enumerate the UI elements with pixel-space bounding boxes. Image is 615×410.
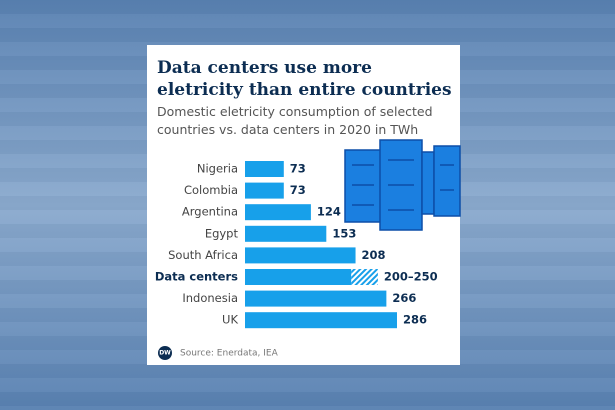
category-label: South Africa	[168, 248, 238, 262]
bar	[245, 225, 327, 242]
category-label: Nigeria	[197, 162, 238, 176]
value-label: 73	[290, 162, 306, 176]
chart-subtitle: Domestic eletricity consumption of selec…	[157, 104, 433, 137]
bar-range	[351, 269, 378, 285]
category-label: UK	[222, 313, 238, 327]
server-icon	[344, 139, 461, 231]
bar	[245, 269, 352, 285]
logo-badge	[158, 346, 172, 360]
source: Source: Enerdata, IEA	[180, 349, 279, 359]
value-label: 200–250	[384, 270, 438, 284]
value-label: 73	[290, 183, 306, 197]
bar	[245, 312, 397, 329]
bar	[245, 204, 311, 221]
value-label: 286	[403, 313, 427, 327]
category-label: Data centers	[155, 270, 238, 284]
bar	[245, 247, 356, 264]
category-label: Egypt	[205, 226, 239, 240]
chart-title: Data centers use more eletricity than en…	[157, 58, 452, 100]
bar	[245, 161, 284, 177]
category-label: Indonesia	[182, 291, 238, 305]
category-label: Colombia	[184, 183, 238, 197]
value-label: 266	[392, 291, 416, 305]
category-label: Argentina	[182, 205, 238, 219]
value-label: 153	[332, 226, 356, 240]
logo: DW	[159, 350, 171, 357]
value-label: 208	[362, 248, 386, 262]
bar	[245, 290, 387, 307]
value-label: 124	[317, 205, 341, 219]
bar	[245, 182, 284, 199]
